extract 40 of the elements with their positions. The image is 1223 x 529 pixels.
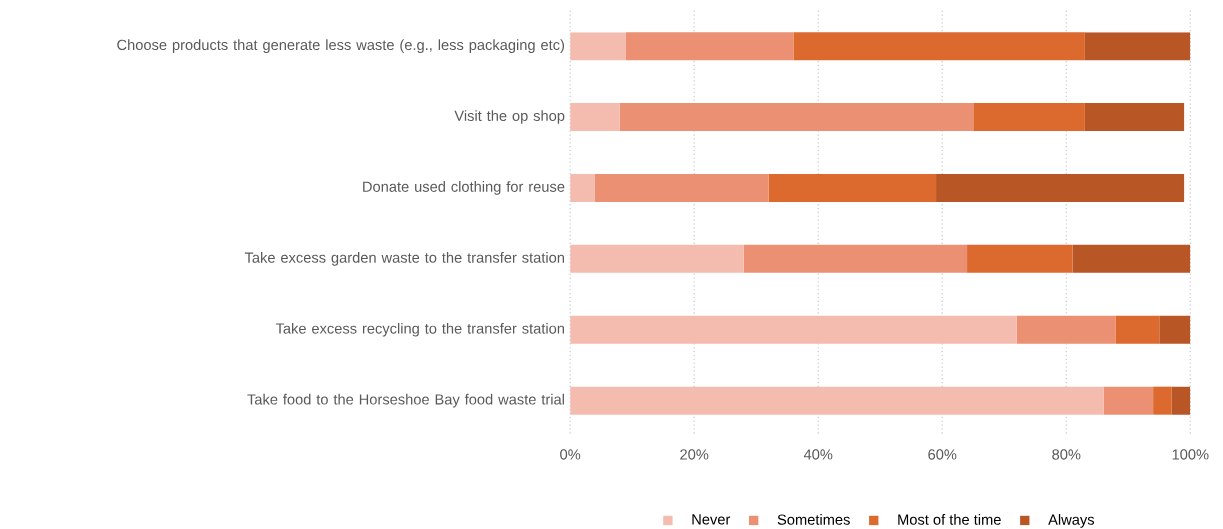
bar bbox=[570, 173, 595, 202]
bar bbox=[1159, 315, 1191, 344]
bar bbox=[768, 173, 937, 202]
bar bbox=[1072, 244, 1191, 273]
bar bbox=[594, 173, 769, 202]
x-tick-label: 40% bbox=[803, 449, 833, 460]
y-tick-label: Take food to the Horseshoe Bay food waste trial bbox=[247, 393, 564, 408]
y-tick-label: Visit the op shop bbox=[454, 109, 565, 124]
x-tick-label: 80% bbox=[1052, 449, 1081, 460]
bar bbox=[625, 31, 794, 60]
bar bbox=[1084, 31, 1191, 60]
bar bbox=[967, 244, 1073, 273]
legend-label: Sometimes bbox=[777, 513, 850, 525]
y-tick-label: Donate used clothing for reuse bbox=[363, 180, 565, 195]
x-tick-label: 0% bbox=[560, 449, 581, 460]
bar bbox=[570, 102, 620, 131]
bar bbox=[1171, 386, 1191, 415]
bar bbox=[1016, 315, 1116, 344]
legend-label: Always bbox=[1048, 513, 1095, 528]
bar bbox=[1115, 315, 1160, 344]
legend-label: Never bbox=[692, 514, 731, 525]
bar bbox=[973, 102, 1085, 131]
bar bbox=[570, 315, 1017, 344]
bar bbox=[570, 386, 1104, 415]
bar bbox=[793, 31, 1085, 60]
bar bbox=[1153, 386, 1172, 415]
bar bbox=[936, 173, 1185, 202]
y-tick-label: Take excess recycling to the transfer station bbox=[275, 322, 564, 337]
bar bbox=[743, 244, 968, 273]
bar bbox=[570, 31, 626, 60]
x-tick-label: 100% bbox=[1172, 449, 1209, 460]
x-tick-label: 60% bbox=[928, 449, 957, 460]
y-tick-label: Choose products that generate less waste (e.g., less packaging etc) bbox=[117, 39, 565, 53]
bar bbox=[570, 244, 744, 273]
bar bbox=[1084, 102, 1185, 131]
y-tick-label: Take excess garden waste to the transfer station bbox=[244, 251, 564, 266]
legend-label: Most of the time bbox=[898, 513, 1001, 525]
bar bbox=[1103, 386, 1154, 415]
x-tick-label: 20% bbox=[680, 449, 709, 460]
bar bbox=[619, 102, 974, 131]
